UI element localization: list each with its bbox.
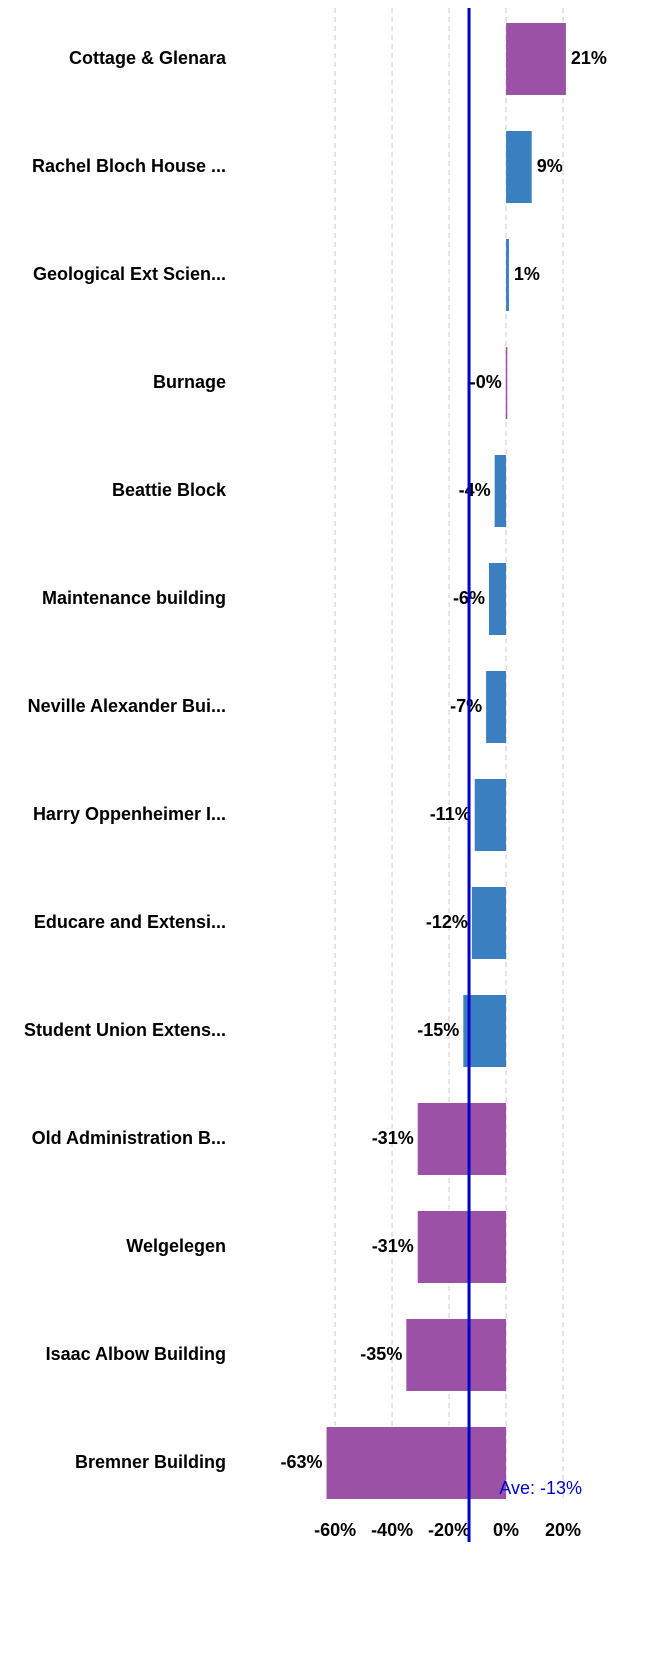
bar [474,779,507,851]
category-label: Educare and Extensi... [34,912,226,932]
bar [486,671,507,743]
value-label: -35% [360,1344,402,1364]
x-tick-label: -60% [314,1520,356,1540]
x-tick-label: 0% [493,1520,519,1540]
bar [417,1103,507,1175]
bar [488,563,507,635]
category-label: Burnage [153,372,226,392]
x-tick-label: -20% [428,1520,470,1540]
category-label: Maintenance building [42,588,226,608]
category-label: Rachel Bloch House ... [32,156,226,176]
value-label: -31% [372,1128,414,1148]
category-label: Bremner Building [75,1452,226,1472]
category-label: Beattie Block [112,480,227,500]
value-label: -15% [417,1020,459,1040]
value-label: 1% [514,264,540,284]
bar [326,1427,507,1499]
value-label: -31% [372,1236,414,1256]
value-label: -11% [430,804,471,824]
value-label: -7% [450,696,482,716]
category-label: Isaac Albow Building [46,1344,226,1364]
category-label: Student Union Extens... [24,1020,226,1040]
value-label: -12% [426,912,468,932]
x-tick-label: -40% [371,1520,413,1540]
bar [506,131,532,203]
bar [506,239,509,311]
category-label: Cottage & Glenara [69,48,227,68]
x-tick-label: 20% [545,1520,581,1540]
category-label: Old Administration B... [32,1128,226,1148]
category-label: Harry Oppenheimer I... [33,804,226,824]
value-label: -0% [470,372,502,392]
bar [406,1319,507,1391]
bar [417,1211,507,1283]
value-label: 21% [571,48,607,68]
bar [494,455,507,527]
bar [471,887,507,959]
average-label: Ave: -13% [499,1478,582,1498]
category-label: Welgelegen [126,1236,226,1256]
category-label: Geological Ext Scien... [33,264,226,284]
value-label: -4% [459,480,491,500]
value-label: -63% [281,1452,323,1472]
value-label: 9% [537,156,563,176]
bar [505,347,508,419]
category-label: Neville Alexander Bui... [28,696,226,716]
bar [506,23,566,95]
